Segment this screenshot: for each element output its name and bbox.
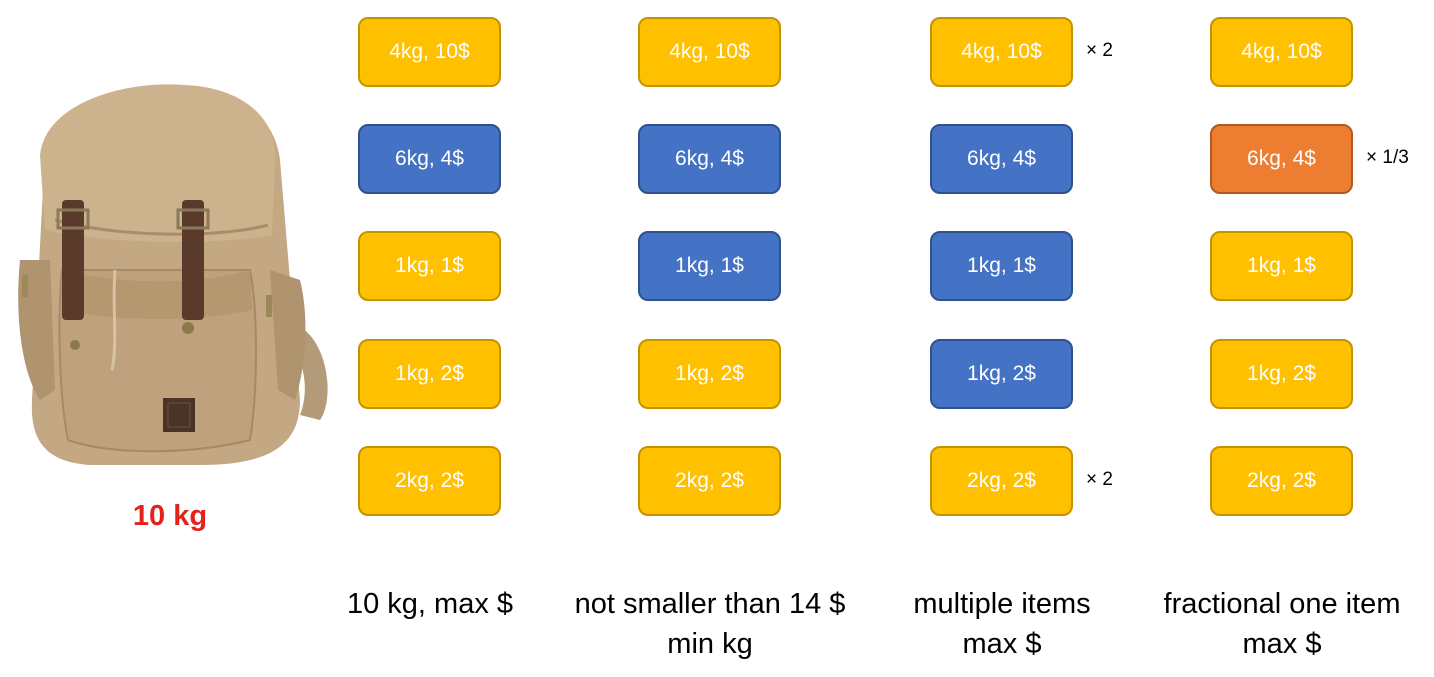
item-box: 1kg, 2$ xyxy=(358,339,501,409)
item-box: 6kg, 4$ xyxy=(930,124,1073,194)
column-caption: 10 kg, max $ xyxy=(280,584,580,624)
caption-line: min kg xyxy=(667,628,753,660)
item-box: 4kg, 10$ xyxy=(358,17,501,87)
item-box: 4kg, 10$ xyxy=(1210,17,1353,87)
item-multiplier: × 2 xyxy=(1086,40,1113,61)
item-box: 1kg, 1$ xyxy=(1210,231,1353,301)
item-box: 2kg, 2$ xyxy=(1210,446,1353,516)
caption-line: max $ xyxy=(962,628,1042,660)
caption-line: max $ xyxy=(1242,628,1322,660)
item-multiplier: × 1/3 xyxy=(1366,147,1409,168)
caption-line: 10 kg, max $ xyxy=(346,588,514,620)
item-box: 6kg, 4$ xyxy=(1210,124,1353,194)
item-box: 1kg, 2$ xyxy=(1210,339,1353,409)
column-caption: not smaller than 14 $ min kg xyxy=(560,584,860,664)
item-box: 1kg, 2$ xyxy=(638,339,781,409)
item-box: 6kg, 4$ xyxy=(358,124,501,194)
item-box: 4kg, 10$ xyxy=(930,17,1073,87)
item-box: 1kg, 1$ xyxy=(638,231,781,301)
item-box: 1kg, 1$ xyxy=(358,231,501,301)
item-box: 2kg, 2$ xyxy=(638,446,781,516)
capacity-label: 10 kg xyxy=(132,500,208,532)
column-caption: multiple items max $ xyxy=(852,584,1152,664)
item-box: 4kg, 10$ xyxy=(638,17,781,87)
item-box: 1kg, 1$ xyxy=(930,231,1073,301)
item-box: 2kg, 2$ xyxy=(930,446,1073,516)
caption-line: not smaller than 14 $ xyxy=(574,588,846,620)
item-box: 2kg, 2$ xyxy=(358,446,501,516)
backpack-image xyxy=(18,84,328,465)
item-box: 6kg, 4$ xyxy=(638,124,781,194)
caption-line: multiple items xyxy=(913,588,1091,620)
item-multiplier: × 2 xyxy=(1086,469,1113,490)
caption-line: fractional one item xyxy=(1163,588,1401,620)
item-box: 1kg, 2$ xyxy=(930,339,1073,409)
column-caption: fractional one item max $ xyxy=(1132,584,1432,664)
